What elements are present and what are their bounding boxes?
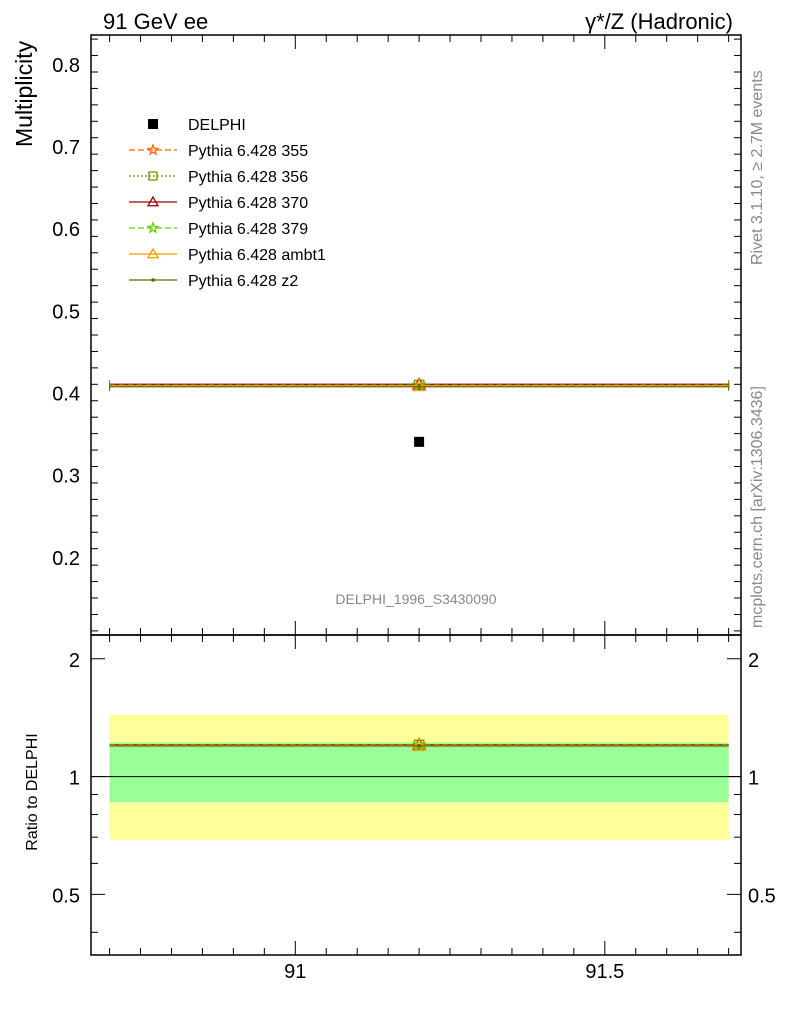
main-ytick-label: 0.8 [52, 55, 80, 77]
legend-marker-4 [146, 247, 160, 259]
series-marker-4 [411, 378, 427, 392]
series-marker-5 [417, 384, 421, 389]
legend-label-5: Pythia 6.428 z2 [188, 273, 298, 290]
legend-label-1: Pythia 6.428 356 [188, 169, 308, 186]
header-left: 91 GeV ee [103, 9, 208, 34]
xtick-label: 91 [284, 961, 306, 983]
ratio-ytick-label-left: 0.5 [52, 885, 80, 907]
legend-label-2: Pythia 6.428 370 [188, 195, 308, 212]
legend-label-4: Pythia 6.428 ambt1 [188, 247, 326, 264]
main-ytick-label: 0.3 [52, 466, 80, 488]
ratio-frame [90, 634, 742, 956]
legend-marker-1 [148, 171, 158, 181]
legend-label-0: Pythia 6.428 355 [188, 143, 308, 160]
legend-label-data: DELPHI [188, 117, 246, 134]
ratio-ytick-label-right: 2 [748, 650, 759, 672]
legend-marker-0 [146, 143, 160, 156]
ratio-ytick-label-right: 1 [748, 768, 759, 790]
legend-marker-3 [146, 221, 160, 234]
legend-marker-5 [151, 278, 155, 282]
main-ytick-label: 0.2 [52, 548, 80, 570]
rivet-label: Rivet 3.1.10, ≥ 2.7M events [749, 70, 766, 265]
main-ytick-label: 0.6 [52, 219, 80, 241]
ratio-ytick-label-right: 0.5 [748, 885, 776, 907]
analysis-annotation: DELPHI_1996_S3430090 [335, 591, 496, 607]
ratio-marker-4 [411, 738, 427, 751]
main-ytick-label: 0.7 [52, 137, 80, 159]
ratio-ylabel: Ratio to DELPHI [24, 733, 41, 850]
legend-label-3: Pythia 6.428 379 [188, 221, 308, 238]
main-ytick-label: 0.4 [52, 384, 80, 406]
ratio-ytick-label-left: 2 [69, 650, 80, 672]
main-ylabel: Multiplicity [11, 40, 37, 147]
ratio-marker-5 [417, 744, 421, 748]
ratio-ytick-label-left: 1 [69, 768, 80, 790]
legend-marker-data [148, 119, 158, 129]
mcplots-label: mcplots.cern.ch [arXiv:1306.3436] [749, 386, 766, 628]
ratio-band-1 [109, 742, 729, 803]
legend-marker-2 [146, 195, 160, 207]
header-right: γ*/Z (Hadronic) [585, 9, 733, 34]
main-ytick-label: 0.5 [52, 301, 80, 323]
xtick-label: 91.5 [585, 961, 624, 983]
data-point [414, 436, 425, 447]
